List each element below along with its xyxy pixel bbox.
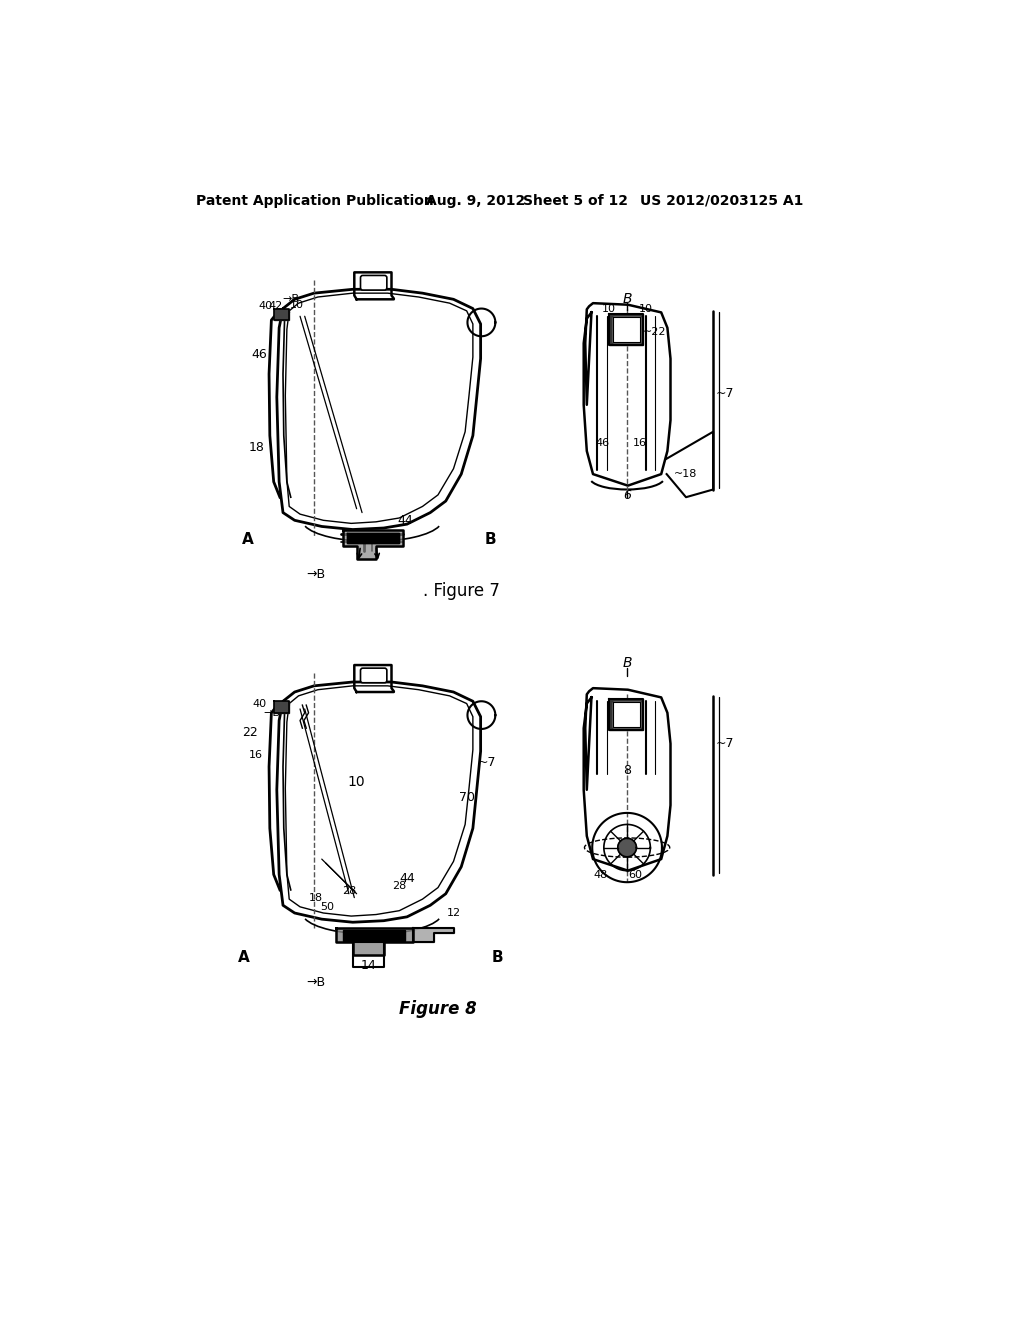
Polygon shape	[414, 928, 454, 942]
Text: ~7: ~7	[716, 387, 734, 400]
Polygon shape	[613, 702, 640, 726]
Text: →B: →B	[307, 568, 326, 581]
Text: 10: 10	[639, 305, 652, 314]
Text: 46: 46	[595, 438, 609, 449]
Polygon shape	[343, 929, 406, 941]
Polygon shape	[347, 533, 399, 544]
Text: 8: 8	[623, 764, 631, 777]
Text: 16: 16	[633, 438, 646, 449]
Polygon shape	[273, 701, 289, 713]
Text: →B: →B	[306, 975, 325, 989]
Text: ~7: ~7	[477, 756, 496, 770]
Text: Aug. 9, 2012: Aug. 9, 2012	[426, 194, 525, 207]
Text: 40: 40	[259, 301, 273, 312]
Text: 28: 28	[392, 880, 407, 891]
Text: A: A	[239, 950, 250, 965]
Polygon shape	[609, 700, 643, 730]
Text: 70: 70	[459, 791, 475, 804]
Text: 60: 60	[629, 870, 643, 879]
Text: 22: 22	[243, 726, 258, 739]
Text: 16: 16	[249, 750, 263, 760]
Text: 18: 18	[249, 441, 264, 454]
Text: B: B	[492, 950, 504, 965]
FancyBboxPatch shape	[360, 276, 387, 290]
Text: B: B	[485, 532, 497, 546]
Text: 44: 44	[399, 871, 415, 884]
Text: B: B	[623, 656, 632, 669]
Text: →B: →B	[283, 293, 299, 304]
Text: 40: 40	[253, 698, 267, 709]
Text: B: B	[623, 292, 632, 305]
FancyBboxPatch shape	[360, 668, 387, 682]
Text: 42: 42	[268, 301, 283, 312]
Text: 48: 48	[594, 870, 608, 879]
Text: Patent Application Publication: Patent Application Publication	[197, 194, 434, 207]
Text: 12: 12	[446, 908, 461, 917]
Text: 6: 6	[623, 490, 631, 502]
Polygon shape	[609, 314, 643, 345]
Text: . Figure 7: . Figure 7	[423, 582, 500, 601]
Text: 44: 44	[397, 513, 414, 527]
Text: ~22: ~22	[643, 326, 667, 337]
Polygon shape	[617, 838, 636, 857]
Text: 10: 10	[348, 775, 366, 789]
Text: ~18: ~18	[675, 469, 697, 479]
Text: US 2012/0203125 A1: US 2012/0203125 A1	[640, 194, 803, 207]
Polygon shape	[613, 317, 640, 342]
Text: →B: →B	[263, 708, 280, 718]
Text: 50: 50	[321, 902, 334, 912]
Text: 46: 46	[252, 348, 267, 362]
Text: 10: 10	[290, 301, 304, 310]
Polygon shape	[336, 928, 414, 956]
Text: Sheet 5 of 12: Sheet 5 of 12	[523, 194, 629, 207]
Text: ~7: ~7	[716, 737, 734, 750]
Text: 28: 28	[342, 887, 356, 896]
Text: 10: 10	[602, 305, 616, 314]
Text: Figure 8: Figure 8	[399, 1001, 477, 1018]
Text: A: A	[243, 532, 254, 546]
Text: 11: 11	[615, 321, 628, 331]
Polygon shape	[273, 309, 289, 321]
Text: 18: 18	[309, 892, 324, 903]
Text: 14: 14	[360, 958, 376, 972]
Polygon shape	[343, 531, 403, 558]
